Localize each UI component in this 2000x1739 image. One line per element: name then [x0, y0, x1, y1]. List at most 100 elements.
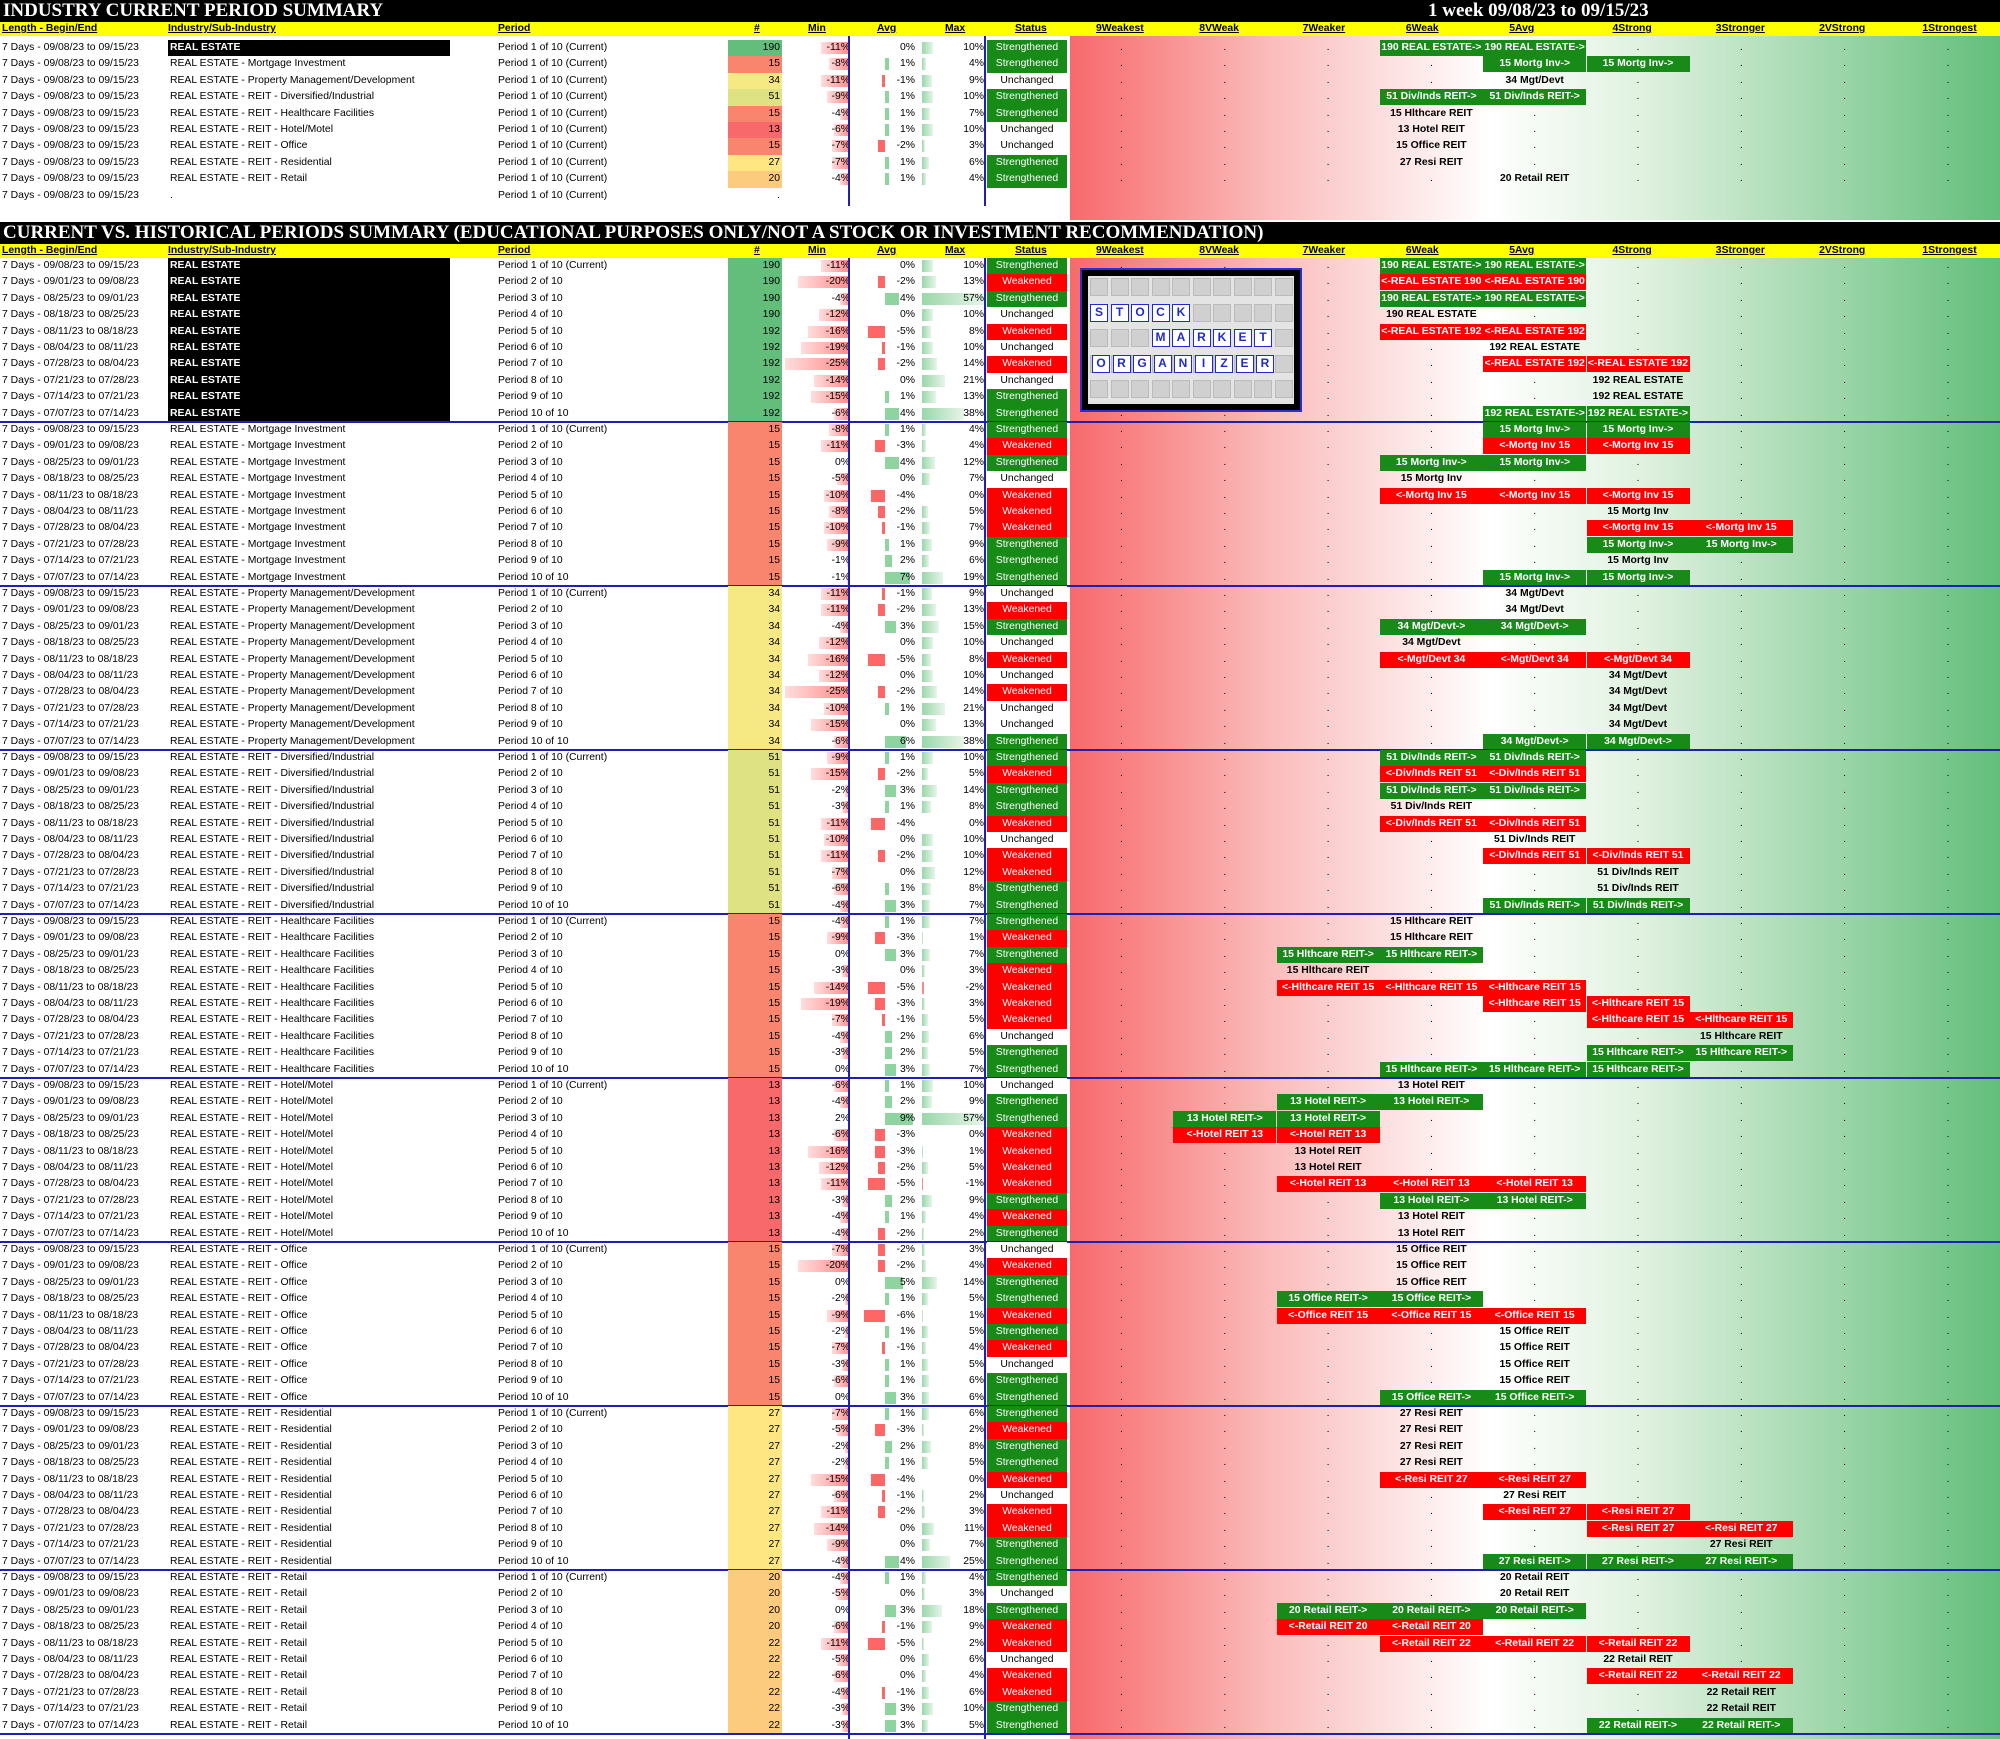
tier-marker[interactable]: 27 Resi REIT: [1709, 1539, 1773, 1551]
column-header-len[interactable]: Length - Begin/End: [2, 245, 98, 256]
tier-marker[interactable]: <-Hotel REIT 13: [1379, 1176, 1483, 1193]
tier-marker[interactable]: 34 Mgt/Devt: [1505, 604, 1564, 616]
tier-marker[interactable]: 190 REAL ESTATE->: [1379, 40, 1483, 56]
tier-marker[interactable]: <-Office REIT 15: [1276, 1307, 1380, 1324]
tier-marker[interactable]: 27 Resi REIT->: [1689, 1553, 1793, 1570]
tier-marker[interactable]: 15 Office REIT->: [1379, 1291, 1483, 1308]
tier-marker[interactable]: <-Resi REIT 27: [1483, 1504, 1587, 1521]
tier-marker[interactable]: <-Hlthcare REIT 15: [1689, 1012, 1793, 1029]
tier-marker[interactable]: 15 Mortg Inv->: [1483, 454, 1587, 471]
column-header-max[interactable]: Max: [945, 245, 966, 256]
tier-marker[interactable]: 15 Hlthcare REIT: [1390, 916, 1473, 927]
tier-marker[interactable]: 15 Hlthcare REIT->: [1586, 1045, 1690, 1062]
column-header-cnt[interactable]: #: [754, 245, 760, 256]
column-header-tier[interactable]: 6Weak: [1405, 245, 1439, 256]
tier-marker[interactable]: 15 Mortg Inv->: [1586, 422, 1690, 438]
column-header-tier[interactable]: 4Strong: [1612, 23, 1652, 34]
tier-marker[interactable]: 15 Mortg Inv->: [1483, 56, 1587, 73]
tier-marker[interactable]: 192 REAL ESTATE: [1489, 342, 1581, 353]
tier-marker[interactable]: <-Retail REIT 22: [1689, 1668, 1793, 1685]
tier-marker[interactable]: 22 Retail REIT: [1603, 1654, 1673, 1665]
tier-marker[interactable]: <-Div/Inds REIT 51: [1379, 766, 1483, 783]
tier-marker[interactable]: <-Hlthcare REIT 15: [1483, 979, 1587, 996]
tier-marker[interactable]: 15 Hlthcare REIT->: [1586, 1061, 1690, 1078]
column-header-ind[interactable]: Industry/Sub-Industry: [168, 245, 276, 256]
tier-marker[interactable]: 15 Office REIT: [1396, 1260, 1467, 1272]
tier-marker[interactable]: 15 Office REIT->: [1276, 1291, 1380, 1308]
column-header-avg[interactable]: Avg: [877, 245, 897, 256]
column-header-tier[interactable]: 6Weak: [1405, 23, 1439, 34]
tier-marker[interactable]: 15 Mortg Inv->: [1483, 569, 1587, 586]
tier-marker[interactable]: 15 Office REIT: [1499, 1358, 1570, 1370]
tier-marker[interactable]: 192 REAL ESTATE->: [1586, 405, 1690, 422]
tier-marker[interactable]: 51 Div/Inds REIT->: [1483, 750, 1587, 766]
tier-marker[interactable]: 13 Hotel REIT->: [1483, 1192, 1587, 1209]
tier-marker[interactable]: <-Resi REIT 27: [1379, 1471, 1483, 1488]
column-header-tier[interactable]: 2VStrong: [1819, 245, 1866, 256]
tier-marker[interactable]: 34 Mgt/Devt: [1608, 686, 1668, 698]
tier-marker[interactable]: 51 Div/Inds REIT->: [1586, 897, 1690, 914]
column-header-ind[interactable]: Industry/Sub-Industry: [168, 23, 276, 34]
tier-marker[interactable]: 13 Hotel REIT->: [1276, 1110, 1380, 1127]
tier-marker[interactable]: <-Mgt/Devt 34: [1483, 651, 1587, 668]
tier-marker[interactable]: 192 REAL ESTATE->: [1483, 405, 1587, 422]
tier-marker[interactable]: 15 Office REIT: [1396, 1244, 1467, 1255]
tier-marker[interactable]: <-Hlthcare REIT 15: [1276, 979, 1380, 996]
tier-marker[interactable]: 51 Div/Inds REIT: [1597, 883, 1679, 895]
tier-marker[interactable]: 15 Hlthcare REIT: [1390, 932, 1473, 944]
tier-marker[interactable]: 27 Resi REIT: [1503, 1490, 1567, 1501]
tier-marker[interactable]: <-Mgt/Devt 34: [1379, 651, 1483, 668]
tier-marker[interactable]: 13 Hotel REIT->: [1379, 1192, 1483, 1209]
tier-marker[interactable]: 34 Mgt/Devt: [1402, 637, 1461, 649]
column-header-tier[interactable]: 8VWeak: [1199, 23, 1239, 34]
tier-marker[interactable]: <-Div/Inds REIT 51: [1483, 766, 1587, 783]
column-header-len[interactable]: Length - Begin/End: [2, 23, 98, 34]
tier-marker[interactable]: 192 REAL ESTATE: [1592, 391, 1684, 403]
column-header-tier[interactable]: 7Weaker: [1302, 23, 1346, 34]
tier-marker[interactable]: 34 Mgt/Devt: [1505, 74, 1564, 86]
tier-marker[interactable]: 190 REAL ESTATE->: [1379, 290, 1483, 307]
tier-marker[interactable]: <-Resi REIT 27: [1689, 1520, 1793, 1537]
tier-marker[interactable]: 20 Retail REIT->: [1483, 1602, 1587, 1619]
tier-marker[interactable]: <-Retail REIT 22: [1483, 1635, 1587, 1652]
tier-marker[interactable]: 15 Office REIT->: [1379, 1389, 1483, 1406]
tier-marker[interactable]: 190 REAL ESTATE: [1386, 309, 1477, 321]
column-header-tier[interactable]: 4Strong: [1612, 245, 1652, 256]
tier-marker[interactable]: 13 Hotel REIT: [1397, 1227, 1465, 1239]
tier-marker[interactable]: <-REAL ESTATE 190: [1483, 274, 1587, 291]
tier-marker[interactable]: 15 Office REIT: [1396, 140, 1467, 152]
tier-marker[interactable]: <-Hlthcare REIT 15: [1586, 1012, 1690, 1029]
column-header-tier[interactable]: 5Avg: [1509, 245, 1535, 256]
tier-marker[interactable]: 15 Office REIT: [1396, 1276, 1467, 1288]
column-header-cnt[interactable]: #: [754, 23, 760, 34]
tier-marker[interactable]: 15 Mortg Inv: [1400, 473, 1462, 485]
tier-marker[interactable]: 51 Div/Inds REIT: [1597, 866, 1679, 878]
tier-marker[interactable]: 51 Div/Inds REIT->: [1379, 782, 1483, 799]
tier-marker[interactable]: <-Mortg Inv 15: [1689, 520, 1793, 537]
tier-marker[interactable]: 27 Resi REIT: [1399, 1440, 1463, 1452]
tier-marker[interactable]: <-Resi REIT 27: [1586, 1520, 1690, 1537]
tier-marker[interactable]: 15 Hlthcare REIT->: [1379, 946, 1483, 963]
tier-marker[interactable]: 13 Hotel REIT: [1397, 1211, 1465, 1223]
tier-marker[interactable]: 51 Div/Inds REIT->: [1379, 89, 1483, 106]
tier-marker[interactable]: <-REAL ESTATE 190: [1379, 274, 1483, 291]
tier-marker[interactable]: 15 Hlthcare REIT->: [1483, 1061, 1587, 1078]
column-header-tier[interactable]: 8VWeak: [1199, 245, 1239, 256]
tier-marker[interactable]: <-Mortg Inv 15: [1483, 487, 1587, 504]
tier-marker[interactable]: 51 Div/Inds REIT->: [1379, 750, 1483, 766]
column-header-tier[interactable]: 3Stronger: [1715, 23, 1765, 34]
tier-marker[interactable]: <-Hotel REIT 13: [1173, 1127, 1277, 1144]
tier-marker[interactable]: 51 Div/Inds REIT->: [1483, 782, 1587, 799]
tier-marker[interactable]: 20 Retail REIT: [1500, 1572, 1570, 1583]
tier-marker[interactable]: 20 Retail REIT: [1500, 1588, 1570, 1600]
tier-marker[interactable]: 20 Retail REIT->: [1276, 1602, 1380, 1619]
tier-marker[interactable]: <-Div/Inds REIT 51: [1586, 848, 1690, 865]
tier-marker[interactable]: 15 Office REIT: [1499, 1342, 1570, 1354]
tier-marker[interactable]: 27 Resi REIT: [1399, 156, 1463, 168]
tier-marker[interactable]: <-Mortg Inv 15: [1586, 438, 1690, 455]
column-header-avg[interactable]: Avg: [877, 23, 897, 34]
tier-marker[interactable]: <-Retail REIT 22: [1586, 1635, 1690, 1652]
tier-marker[interactable]: <-Hotel REIT 13: [1276, 1176, 1380, 1193]
tier-marker[interactable]: 51 Div/Inds REIT->: [1483, 89, 1587, 106]
tier-marker[interactable]: 190 REAL ESTATE->: [1483, 290, 1587, 307]
